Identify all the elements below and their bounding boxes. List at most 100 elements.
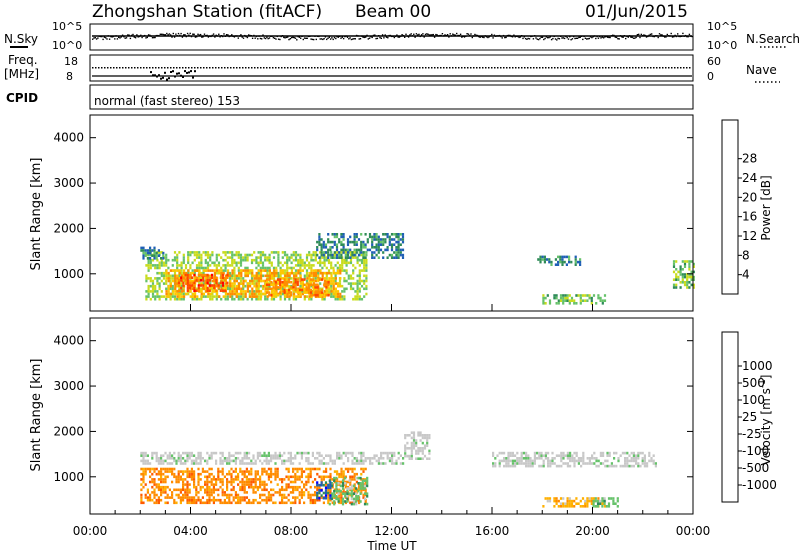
heatmap-cell <box>320 475 323 479</box>
heatmap-cell <box>410 457 413 460</box>
heatmap-cell <box>264 274 267 278</box>
nsky-point <box>649 33 652 36</box>
heatmap-cell <box>232 496 235 499</box>
heatmap-cell <box>235 253 238 257</box>
heatmap-cell <box>215 295 218 298</box>
heatmap-cell <box>356 284 359 288</box>
heatmap-cell <box>316 451 319 455</box>
heatmap-cell <box>325 293 328 297</box>
heatmap-cell <box>369 457 372 460</box>
heatmap-cell <box>596 502 600 505</box>
heatmap-cell <box>155 472 158 476</box>
heatmap-cell <box>182 462 185 465</box>
heatmap-cell <box>187 258 190 262</box>
heatmap-cell <box>177 451 180 455</box>
nave-point <box>491 67 493 69</box>
heatmap-cell <box>277 282 280 285</box>
heatmap-cell <box>234 475 237 479</box>
heatmap-cell <box>204 258 207 262</box>
heatmap-cell <box>182 480 185 484</box>
heatmap-cell <box>180 284 183 288</box>
heatmap-cell <box>145 277 148 280</box>
heatmap-cell <box>331 256 334 259</box>
heatmap-cell <box>210 480 213 484</box>
heatmap-cell <box>360 459 363 463</box>
heatmap-cell <box>278 478 281 481</box>
nave-point <box>545 67 547 69</box>
heatmap-cell <box>162 462 165 465</box>
heatmap-cell <box>395 246 398 249</box>
heatmap-cell <box>320 496 323 499</box>
heatmap-cell <box>362 256 365 259</box>
heatmap-cell <box>558 454 561 457</box>
heatmap-cell <box>332 290 335 293</box>
heatmap-cell <box>151 279 155 283</box>
heatmap-cell <box>183 269 186 272</box>
nsky-point <box>448 36 450 38</box>
heatmap-cell <box>208 467 211 471</box>
heatmap-cell <box>386 451 389 455</box>
heatmap-cell <box>235 277 238 280</box>
heatmap-cell <box>142 246 145 250</box>
heatmap-cell <box>277 256 280 259</box>
heatmap-cell <box>209 269 212 272</box>
heatmap-cell <box>289 491 292 494</box>
heatmap-cell <box>219 478 222 481</box>
heatmap-cell <box>268 258 271 262</box>
heatmap-cell <box>208 457 211 460</box>
heatmap-cell <box>254 498 257 502</box>
nave-point <box>413 67 415 69</box>
heatmap-cell <box>294 480 297 484</box>
heatmap-cell <box>248 253 251 257</box>
heatmap-cell <box>350 487 353 490</box>
heatmap-cell <box>277 258 280 262</box>
heatmap-cell <box>200 258 203 262</box>
heatmap-cell <box>239 501 242 505</box>
nsky-point <box>371 36 373 39</box>
heatmap-cell <box>410 436 413 440</box>
heatmap-cell <box>603 497 606 500</box>
heatmap-cell <box>410 452 413 455</box>
heatmap-cell <box>299 261 302 265</box>
heatmap-cell <box>244 269 247 272</box>
heatmap-cell <box>305 451 308 455</box>
heatmap-cell <box>286 266 289 270</box>
nsky-point <box>418 33 420 36</box>
heatmap-cell <box>186 491 189 494</box>
heatmap-cell <box>311 498 314 502</box>
heatmap-cell <box>316 283 319 287</box>
heatmap-cell <box>215 266 218 270</box>
heatmap-cell <box>382 457 385 460</box>
heatmap-cell <box>339 284 342 288</box>
heatmap-cell <box>373 238 376 241</box>
heatmap-cell <box>335 253 339 257</box>
heatmap-cell <box>166 454 169 457</box>
heatmap-cell <box>223 493 226 497</box>
heatmap-cell <box>228 459 231 463</box>
heatmap-cell <box>155 257 158 260</box>
nsky-point <box>354 38 356 40</box>
heatmap-cell <box>165 277 168 280</box>
heatmap-cell <box>193 253 196 257</box>
nave-point <box>317 67 319 69</box>
heatmap-cell <box>330 290 333 293</box>
heatmap-cell <box>250 470 253 473</box>
heatmap-cell <box>187 271 190 275</box>
heatmap-cell <box>204 459 207 463</box>
nsky-point <box>631 36 633 38</box>
heatmap-cell <box>179 501 182 505</box>
heatmap-cell <box>543 258 546 261</box>
heatmap-cell <box>169 269 172 272</box>
nave-point <box>548 67 550 69</box>
heatmap-cell <box>325 258 328 262</box>
heatmap-cell <box>352 297 355 301</box>
heatmap-cell <box>355 233 358 236</box>
heatmap-cell <box>360 467 363 471</box>
heatmap-cell <box>171 462 174 465</box>
nsky-point <box>609 36 611 39</box>
x-tick-label: 08:00 <box>274 524 309 538</box>
nsky-point <box>441 33 444 35</box>
heatmap-cell <box>226 287 229 291</box>
heatmap-cell <box>239 459 242 463</box>
heatmap-cell <box>246 290 249 293</box>
